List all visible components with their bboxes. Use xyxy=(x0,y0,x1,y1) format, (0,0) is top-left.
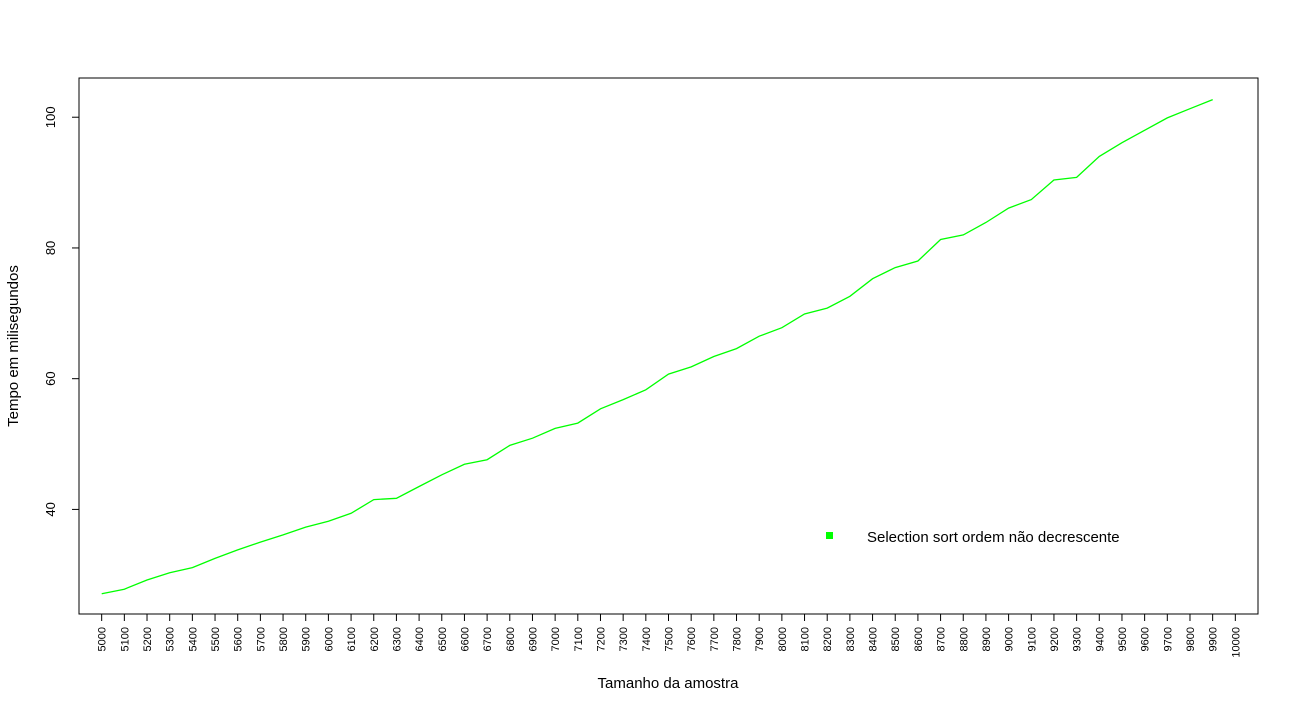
x-axis: 5000 5100 5200 5300 5400 5500 5600 5700 5800 5900… xyxy=(97,613,1242,658)
x-tick-label: 5400 xyxy=(187,627,199,651)
x-tick-label: 7300 xyxy=(618,627,630,651)
x-tick-label: 7200 xyxy=(595,627,607,651)
x-tick-label: 5800 xyxy=(278,627,290,651)
x-tick-label: 5100 xyxy=(119,627,131,651)
x-tick-label: 10000 xyxy=(1230,627,1242,658)
x-tick-label: 7500 xyxy=(664,627,676,651)
x-tick-label: 5600 xyxy=(233,627,245,651)
legend: Selection sort ordem não decrescente xyxy=(826,529,1120,546)
y-tick-label: 60 xyxy=(43,371,58,385)
x-tick-label: 8400 xyxy=(868,627,880,651)
x-tick-label: 6900 xyxy=(527,627,539,651)
x-tick-label: 8900 xyxy=(981,627,993,651)
x-axis-title: Tamanho da amostra xyxy=(598,675,740,692)
x-tick-label: 6400 xyxy=(414,627,426,651)
x-tick-label: 7900 xyxy=(754,627,766,651)
legend-label: Selection sort ordem não decrescente xyxy=(867,529,1120,546)
x-tick-label: 5500 xyxy=(210,627,222,651)
x-tick-label: 9200 xyxy=(1049,627,1061,651)
x-tick-label: 9100 xyxy=(1026,627,1038,651)
x-tick-label: 5000 xyxy=(97,627,109,651)
x-tick-label: 8100 xyxy=(800,627,812,651)
y-tick-label: 80 xyxy=(43,241,58,255)
x-tick-label: 5200 xyxy=(142,627,154,651)
x-tick-label: 8800 xyxy=(958,627,970,651)
x-tick-label: 7100 xyxy=(573,627,585,651)
x-tick-label: 6600 xyxy=(459,627,471,651)
x-tick-label: 6800 xyxy=(505,627,517,651)
x-tick-label: 5900 xyxy=(301,627,313,651)
x-tick-label: 6100 xyxy=(346,627,358,651)
x-tick-label: 7400 xyxy=(641,627,653,651)
x-tick-label: 9400 xyxy=(1094,627,1106,651)
x-tick-label: 6200 xyxy=(369,627,381,651)
x-tick-label: 7700 xyxy=(709,627,721,651)
x-tick-label: 8500 xyxy=(890,627,902,651)
x-tick-label: 9900 xyxy=(1208,627,1220,651)
x-tick-label: 9600 xyxy=(1140,627,1152,651)
x-tick-label: 6500 xyxy=(437,627,449,651)
x-tick-label: 9000 xyxy=(1004,627,1016,651)
x-tick-label: 8200 xyxy=(822,627,834,651)
x-tick-label: 9800 xyxy=(1185,627,1197,651)
x-tick-label: 9700 xyxy=(1162,627,1174,651)
x-tick-label: 6700 xyxy=(482,627,494,651)
x-tick-label: 8600 xyxy=(913,627,925,651)
y-axis: 40 60 80 100 xyxy=(43,106,80,517)
y-tick-label: 100 xyxy=(43,106,58,128)
x-tick-label: 5300 xyxy=(165,627,177,651)
x-tick-label: 8700 xyxy=(936,627,948,651)
x-tick-label: 5700 xyxy=(255,627,267,651)
x-tick-label: 6000 xyxy=(323,627,335,651)
x-tick-label: 9300 xyxy=(1072,627,1084,651)
x-tick-label: 9500 xyxy=(1117,627,1129,651)
x-tick-label: 8000 xyxy=(777,627,789,651)
legend-swatch xyxy=(826,532,833,539)
x-tick-label: 7600 xyxy=(686,627,698,651)
x-tick-label: 6300 xyxy=(391,627,403,651)
series-layer xyxy=(101,98,1213,595)
y-tick-label: 40 xyxy=(43,502,58,516)
x-tick-label: 8300 xyxy=(845,627,857,651)
x-tick-label: 7800 xyxy=(732,627,744,651)
series-line xyxy=(101,98,1213,595)
y-axis-title: Tempo em milisegundos xyxy=(5,265,22,427)
x-tick-label: 7000 xyxy=(550,627,562,651)
